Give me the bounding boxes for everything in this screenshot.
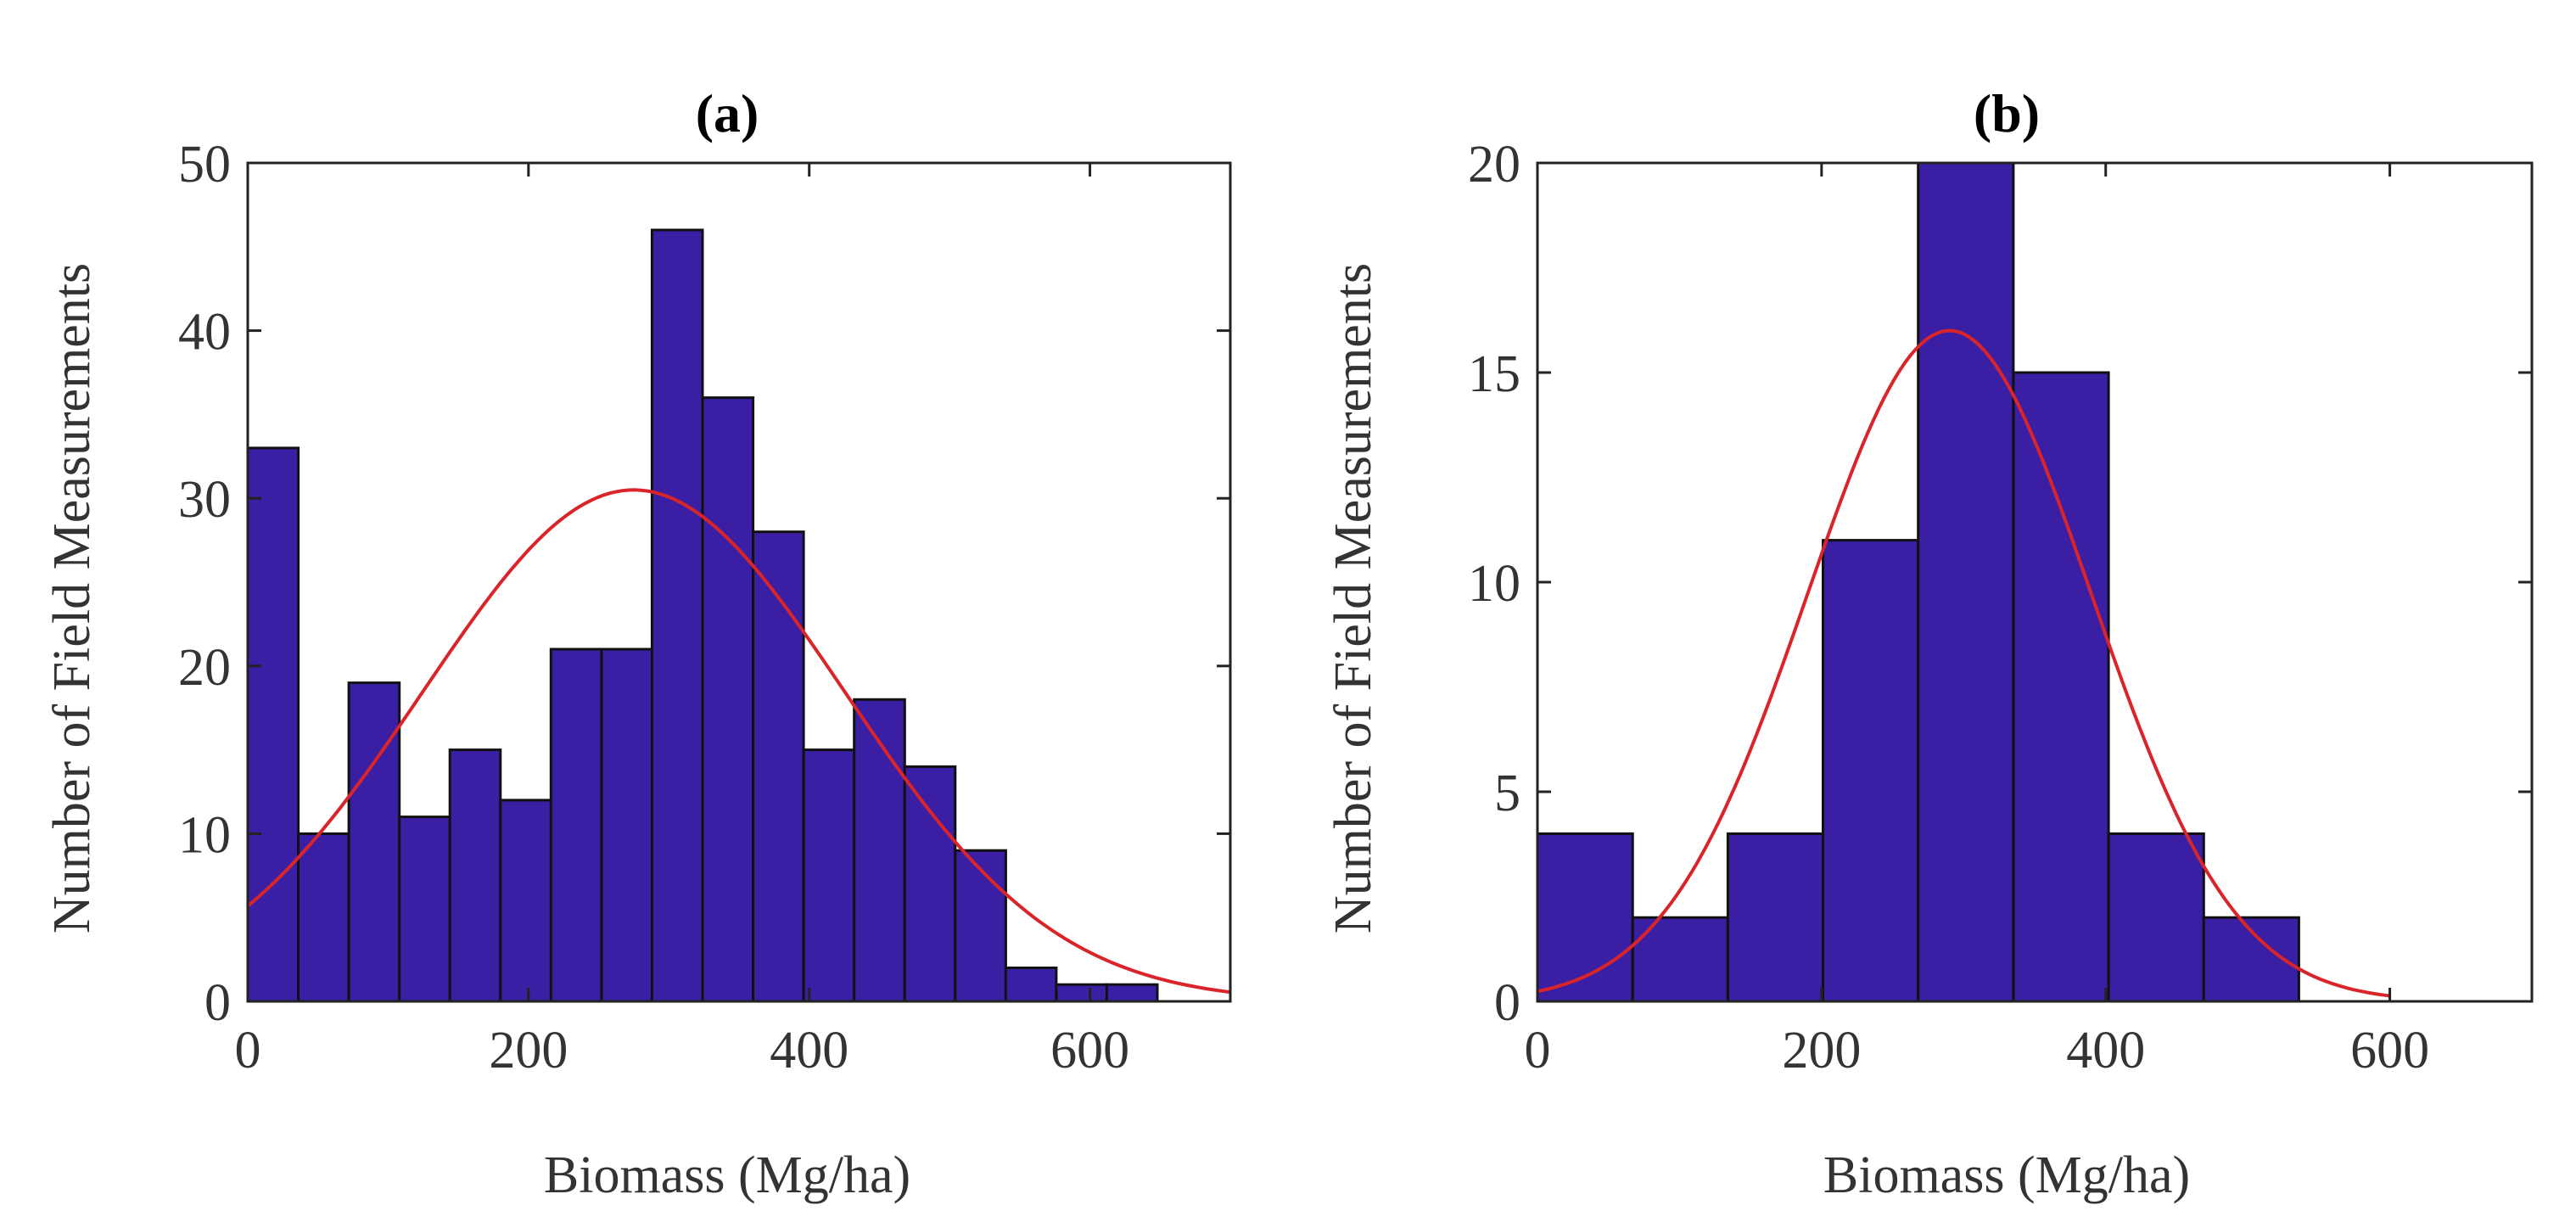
panel-a-axes-frame (246, 161, 1232, 1003)
panel-b-ytick-label: 15 (1468, 345, 1520, 403)
panel-b-xtick-label: 0 (1525, 1022, 1551, 1079)
panel-b-ytick-label: 20 (1468, 136, 1520, 193)
panel-b-xtick-label: 200 (1782, 1022, 1861, 1079)
panel-a-bar-8 (600, 647, 654, 1003)
panel-a-xlabel: Biomass (Mg/ha) (544, 1146, 910, 1204)
panel-a-bar-5 (448, 748, 502, 1003)
panel-b-bar-3 (1726, 832, 1825, 1003)
panel-a-ytick-label: 0 (204, 974, 231, 1032)
panel-a-xtick-label: 200 (489, 1022, 568, 1079)
panel-b-bar-7 (2107, 832, 2205, 1003)
panel-a-ylabel: Number of Field Measurements (43, 263, 101, 933)
panel-a-bar-9 (650, 228, 704, 1003)
panel-a-bar-17 (1055, 983, 1109, 1003)
panel-b-fit-curve (1537, 328, 2390, 998)
panel-b-bar-4 (1822, 539, 1920, 1003)
panel-a-bar-12 (802, 748, 856, 1003)
panel-a-bar-4 (398, 816, 451, 1003)
panel-a-ytick-label: 20 (178, 639, 231, 697)
panel-b-bars (1536, 161, 2300, 1003)
panel-b-xtick-label: 600 (2350, 1022, 2429, 1079)
panel-b-xlabel: Biomass (Mg/ha) (1823, 1146, 2190, 1204)
panel-b-ytick-label: 10 (1468, 555, 1520, 613)
panel-b-bar-5 (1917, 161, 2015, 1003)
panel-a: (a) 0 200 400 600 0 10 20 30 40 50 Biomass (Mg/ha… (43, 83, 1232, 1204)
panel-b-ylabel: Number of Field Measurements (1324, 263, 1382, 933)
panel-a-bar-16 (1004, 967, 1058, 1003)
panel-a-ytick-label: 10 (178, 806, 231, 864)
panel-a-fit-curve (246, 488, 1231, 995)
panel-a-xtick-label: 600 (1050, 1022, 1129, 1079)
panel-b-ytick-label: 5 (1494, 765, 1520, 822)
panel-a-bar-1 (246, 446, 300, 1003)
panel-a-bar-14 (903, 765, 957, 1003)
panel-b-bar-6 (2012, 371, 2110, 1003)
panel-a-bar-13 (853, 698, 906, 1003)
panel-a-xtick-label: 400 (770, 1022, 848, 1079)
panel-a-title: (a) (696, 83, 759, 143)
panel-b-ytick-label: 0 (1494, 974, 1520, 1032)
panel-a-bar-10 (701, 396, 755, 1003)
panel-a-bar-18 (1105, 983, 1159, 1003)
panel-a-bar-7 (549, 647, 603, 1003)
panel-a-ytick-label: 30 (178, 471, 231, 529)
panel-b-ticks: 0 200 400 600 0 5 10 15 20 (1468, 136, 2532, 1079)
panel-a-bar-3 (347, 681, 401, 1003)
panel-a-bar-15 (954, 849, 1007, 1003)
panel-a-bar-2 (297, 832, 350, 1003)
panel-a-xtick-label: 0 (235, 1022, 261, 1079)
panel-a-bars (246, 228, 1159, 1003)
panel-b-title: (b) (1974, 83, 2040, 143)
panel-a-bar-6 (499, 799, 552, 1003)
panel-a-ytick-label: 50 (178, 136, 231, 193)
panel-a-ytick-label: 40 (178, 304, 231, 362)
panel-b-xtick-label: 400 (2066, 1022, 2145, 1079)
panel-a-ticks: 0 200 400 600 0 10 20 30 40 50 (178, 136, 1230, 1079)
panel-b: (b) 0 200 400 600 0 5 10 15 20 Biomass (Mg/ha) N… (1324, 83, 2534, 1204)
panel-a-bar-11 (752, 530, 805, 1003)
